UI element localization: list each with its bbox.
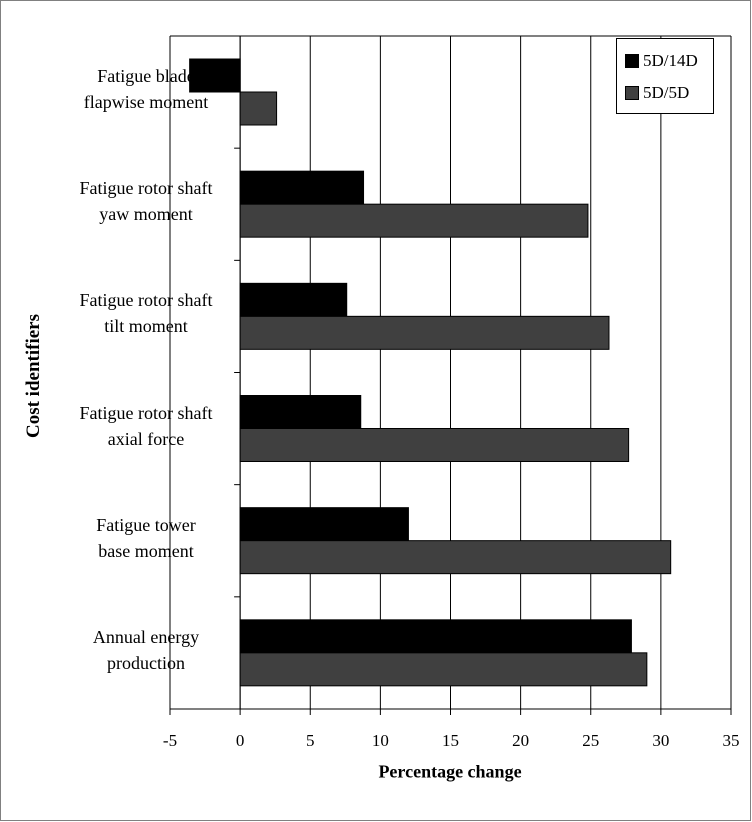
x-tick-label-6: 25	[582, 731, 600, 750]
bar-2-4	[239, 428, 630, 462]
x-tick-label-1: 0	[235, 731, 245, 750]
bar-1-1	[189, 58, 241, 93]
legend-label-series-2: 5D/5D	[643, 83, 690, 102]
x-axis-label: Percentage change	[378, 761, 522, 782]
x-tick-label-5: 20	[512, 731, 530, 750]
bar-2-1	[239, 91, 278, 126]
legend-swatch-series-1	[625, 54, 639, 68]
category-label-4: Fatigue rotor shaft axial force	[79, 402, 213, 449]
category-label-3: Fatigue rotor shaft tilt moment	[79, 290, 213, 337]
bar-1-5	[239, 507, 409, 542]
x-tick-label-4: 15	[442, 731, 459, 750]
bar-1-4	[239, 395, 362, 429]
x-tick-label-2: 5	[306, 731, 315, 750]
bar-1-3	[239, 282, 348, 317]
bar-1-6	[239, 619, 632, 654]
legend-label-series-1: 5D/14D	[643, 51, 698, 70]
bar-2-5	[239, 540, 672, 575]
legend-item-series-2: 5D/5D	[625, 77, 713, 109]
legend-item-series-1: 5D/14D	[625, 45, 713, 77]
bar-1-2	[239, 170, 365, 205]
x-tick-label-8: 35	[722, 731, 740, 750]
bar-2-6	[239, 652, 648, 687]
category-label-6: Annual energy production	[92, 626, 200, 673]
legend-swatch-series-2	[625, 86, 639, 100]
legend: 5D/14D 5D/5D	[616, 38, 714, 114]
y-axis-label: Cost identifiers	[23, 313, 44, 439]
x-tick-label-0: -5	[162, 731, 178, 750]
category-label-2: Fatigue rotor shaft yaw moment	[79, 178, 213, 225]
x-tick-label-7: 30	[652, 731, 670, 750]
bar-2-3	[239, 315, 610, 350]
x-tick-label-3: 10	[371, 731, 389, 750]
category-label-5: Fatigue tower base moment	[96, 514, 196, 561]
category-label-1: Fatigue blade flapwise moment	[83, 66, 209, 113]
bar-2-2	[239, 203, 589, 238]
